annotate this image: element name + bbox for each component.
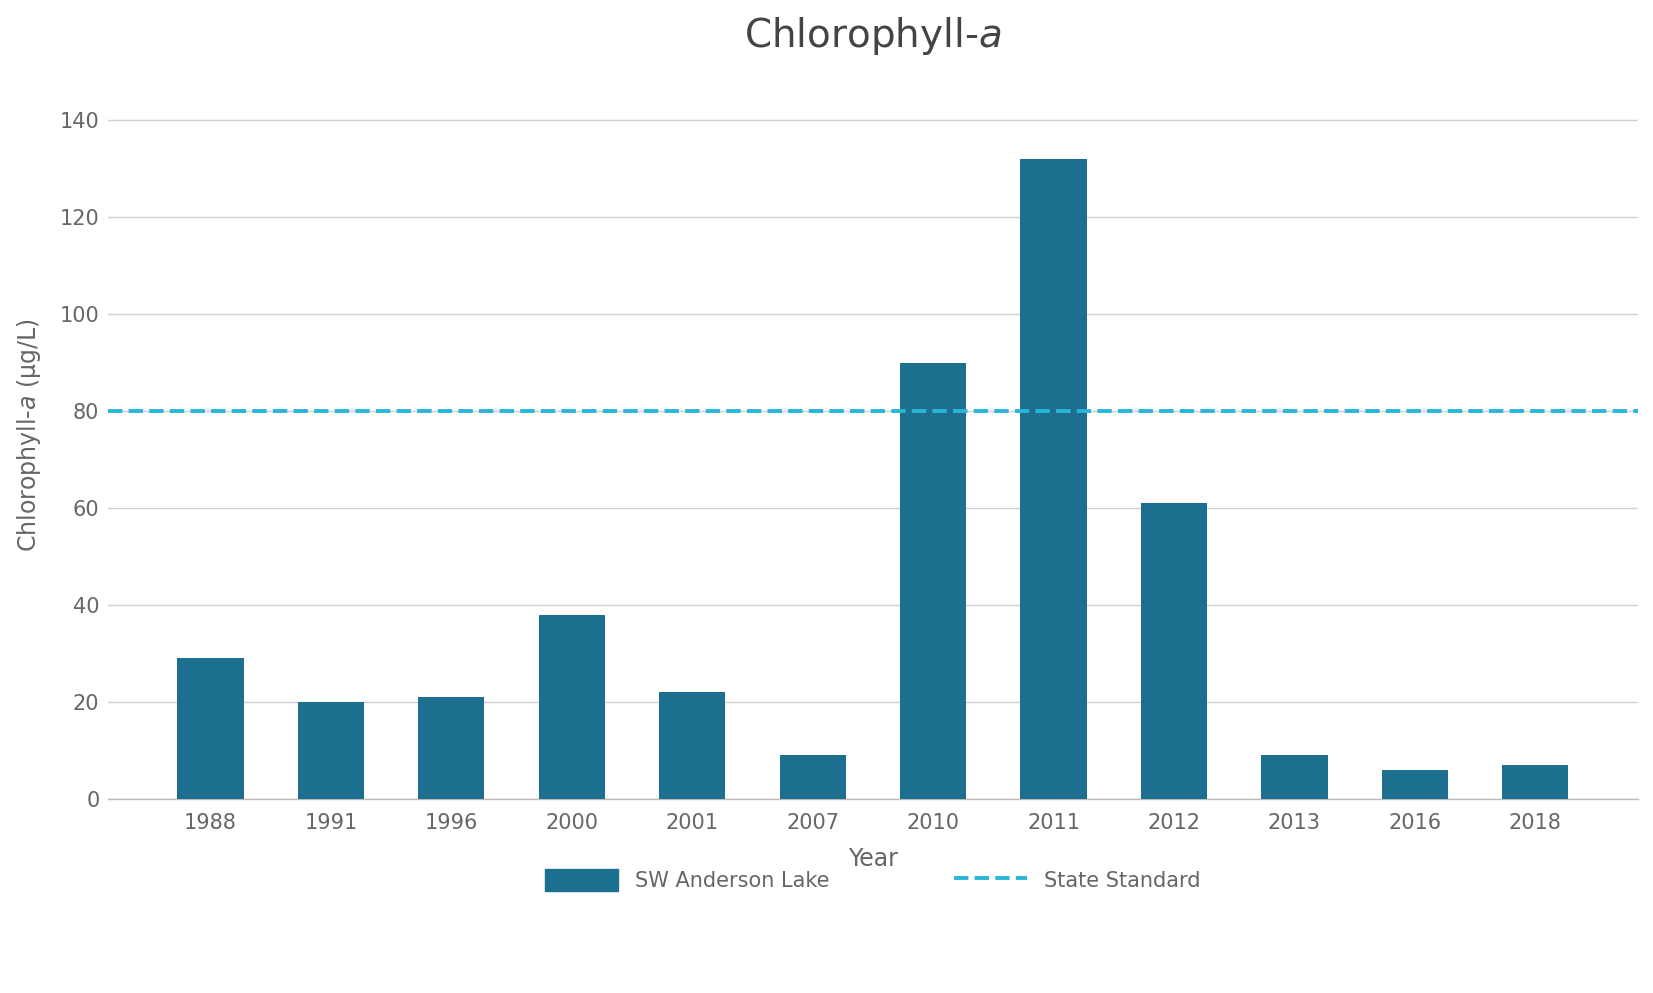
Bar xyxy=(660,692,726,798)
Bar xyxy=(177,658,243,798)
Bar xyxy=(899,362,967,798)
Bar xyxy=(1141,503,1207,798)
Bar xyxy=(1382,770,1448,798)
Bar xyxy=(298,702,364,798)
Legend: SW Anderson Lake, State Standard: SW Anderson Lake, State Standard xyxy=(524,849,1222,912)
Bar xyxy=(780,756,846,798)
X-axis label: Year: Year xyxy=(848,847,898,871)
Bar xyxy=(418,697,484,798)
Bar xyxy=(539,615,605,798)
Bar xyxy=(1261,756,1327,798)
Bar xyxy=(1503,765,1569,798)
Bar xyxy=(1020,159,1086,798)
Y-axis label: Chlorophyll-$a$ (μg/L): Chlorophyll-$a$ (μg/L) xyxy=(15,319,43,552)
Title: Chlorophyll-$a$: Chlorophyll-$a$ xyxy=(744,15,1002,57)
